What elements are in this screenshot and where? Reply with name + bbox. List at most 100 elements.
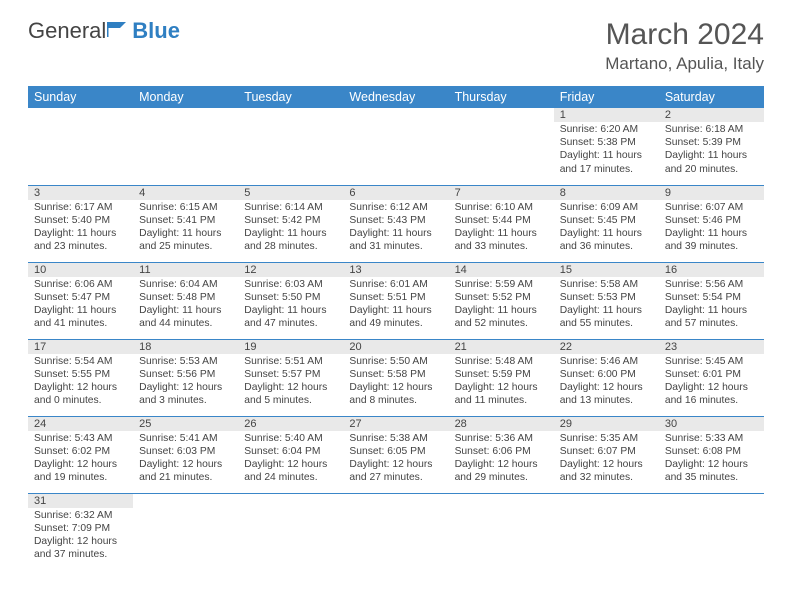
- day-detail-line: Sunset: 5:54 PM: [665, 291, 758, 304]
- calendar-day-cell: 27Sunrise: 5:38 AMSunset: 6:05 PMDayligh…: [343, 416, 448, 493]
- day-detail-line: and 57 minutes.: [665, 317, 758, 330]
- day-number: 30: [659, 417, 764, 431]
- day-detail-line: Daylight: 12 hours: [34, 381, 127, 394]
- calendar-day-cell: 29Sunrise: 5:35 AMSunset: 6:07 PMDayligh…: [554, 416, 659, 493]
- day-details: Sunrise: 6:20 AMSunset: 5:38 PMDaylight:…: [554, 122, 659, 178]
- day-number: 26: [238, 417, 343, 431]
- day-details: Sunrise: 5:53 AMSunset: 5:56 PMDaylight:…: [133, 354, 238, 410]
- day-detail-line: Sunset: 5:43 PM: [349, 214, 442, 227]
- day-detail-line: Daylight: 11 hours: [665, 149, 758, 162]
- calendar-day-cell: 30Sunrise: 5:33 AMSunset: 6:08 PMDayligh…: [659, 416, 764, 493]
- calendar-day-cell: 10Sunrise: 6:06 AMSunset: 5:47 PMDayligh…: [28, 262, 133, 339]
- day-detail-line: Sunrise: 6:03 AM: [244, 278, 337, 291]
- day-detail-line: Sunrise: 6:15 AM: [139, 201, 232, 214]
- calendar-day-cell: 8Sunrise: 6:09 AMSunset: 5:45 PMDaylight…: [554, 185, 659, 262]
- day-details: Sunrise: 5:35 AMSunset: 6:07 PMDaylight:…: [554, 431, 659, 487]
- day-number: 20: [343, 340, 448, 354]
- calendar-day-cell: [343, 493, 448, 570]
- day-detail-line: Sunset: 6:05 PM: [349, 445, 442, 458]
- day-details: Sunrise: 6:17 AMSunset: 5:40 PMDaylight:…: [28, 200, 133, 256]
- day-number: 3: [28, 186, 133, 200]
- calendar-week-row: 1Sunrise: 6:20 AMSunset: 5:38 PMDaylight…: [28, 108, 764, 185]
- day-detail-line: Sunrise: 5:35 AM: [560, 432, 653, 445]
- day-details: Sunrise: 6:07 AMSunset: 5:46 PMDaylight:…: [659, 200, 764, 256]
- day-detail-line: Daylight: 11 hours: [560, 149, 653, 162]
- day-detail-line: Sunset: 5:44 PM: [455, 214, 548, 227]
- day-number: 31: [28, 494, 133, 508]
- day-number: 1: [554, 108, 659, 122]
- calendar-day-cell: 7Sunrise: 6:10 AMSunset: 5:44 PMDaylight…: [449, 185, 554, 262]
- day-details: Sunrise: 5:33 AMSunset: 6:08 PMDaylight:…: [659, 431, 764, 487]
- calendar-day-cell: [343, 108, 448, 185]
- day-detail-line: Sunrise: 5:46 AM: [560, 355, 653, 368]
- day-detail-line: and 55 minutes.: [560, 317, 653, 330]
- day-detail-line: and 17 minutes.: [560, 163, 653, 176]
- day-detail-line: and 19 minutes.: [34, 471, 127, 484]
- day-number: 7: [449, 186, 554, 200]
- day-detail-line: Sunset: 5:41 PM: [139, 214, 232, 227]
- day-detail-line: Sunrise: 5:33 AM: [665, 432, 758, 445]
- day-detail-line: Sunrise: 5:38 AM: [349, 432, 442, 445]
- calendar-day-cell: 28Sunrise: 5:36 AMSunset: 6:06 PMDayligh…: [449, 416, 554, 493]
- day-detail-line: Daylight: 12 hours: [139, 458, 232, 471]
- day-details: Sunrise: 5:38 AMSunset: 6:05 PMDaylight:…: [343, 431, 448, 487]
- day-number: 21: [449, 340, 554, 354]
- day-details: Sunrise: 5:54 AMSunset: 5:55 PMDaylight:…: [28, 354, 133, 410]
- day-details: Sunrise: 6:18 AMSunset: 5:39 PMDaylight:…: [659, 122, 764, 178]
- day-detail-line: Daylight: 12 hours: [244, 381, 337, 394]
- day-detail-line: Daylight: 11 hours: [349, 227, 442, 240]
- day-detail-line: Daylight: 12 hours: [34, 535, 127, 548]
- calendar-day-cell: 31Sunrise: 6:32 AMSunset: 7:09 PMDayligh…: [28, 493, 133, 570]
- day-detail-line: Sunrise: 6:18 AM: [665, 123, 758, 136]
- calendar-day-cell: 11Sunrise: 6:04 AMSunset: 5:48 PMDayligh…: [133, 262, 238, 339]
- month-title: March 2024: [605, 18, 764, 52]
- weekday-header: Sunday: [28, 86, 133, 108]
- day-detail-line: and 11 minutes.: [455, 394, 548, 407]
- day-detail-line: and 8 minutes.: [349, 394, 442, 407]
- day-detail-line: Daylight: 11 hours: [349, 304, 442, 317]
- day-details: Sunrise: 6:04 AMSunset: 5:48 PMDaylight:…: [133, 277, 238, 333]
- day-detail-line: Sunset: 5:47 PM: [34, 291, 127, 304]
- day-detail-line: Sunrise: 5:54 AM: [34, 355, 127, 368]
- day-detail-line: and 49 minutes.: [349, 317, 442, 330]
- day-number: 19: [238, 340, 343, 354]
- calendar-day-cell: 12Sunrise: 6:03 AMSunset: 5:50 PMDayligh…: [238, 262, 343, 339]
- weekday-header: Friday: [554, 86, 659, 108]
- day-detail-line: Sunrise: 6:04 AM: [139, 278, 232, 291]
- calendar-day-cell: 19Sunrise: 5:51 AMSunset: 5:57 PMDayligh…: [238, 339, 343, 416]
- day-detail-line: and 44 minutes.: [139, 317, 232, 330]
- calendar-day-cell: 24Sunrise: 5:43 AMSunset: 6:02 PMDayligh…: [28, 416, 133, 493]
- day-detail-line: Sunset: 5:46 PM: [665, 214, 758, 227]
- day-detail-line: Sunset: 5:56 PM: [139, 368, 232, 381]
- day-detail-line: Sunrise: 6:17 AM: [34, 201, 127, 214]
- day-detail-line: Sunrise: 5:51 AM: [244, 355, 337, 368]
- day-detail-line: Sunrise: 5:48 AM: [455, 355, 548, 368]
- day-detail-line: Sunset: 5:50 PM: [244, 291, 337, 304]
- day-detail-line: Daylight: 12 hours: [34, 458, 127, 471]
- day-details: Sunrise: 5:36 AMSunset: 6:06 PMDaylight:…: [449, 431, 554, 487]
- calendar-week-row: 17Sunrise: 5:54 AMSunset: 5:55 PMDayligh…: [28, 339, 764, 416]
- day-details: Sunrise: 5:51 AMSunset: 5:57 PMDaylight:…: [238, 354, 343, 410]
- day-detail-line: and 36 minutes.: [560, 240, 653, 253]
- day-detail-line: Daylight: 12 hours: [244, 458, 337, 471]
- day-detail-line: Sunset: 6:04 PM: [244, 445, 337, 458]
- calendar-day-cell: 4Sunrise: 6:15 AMSunset: 5:41 PMDaylight…: [133, 185, 238, 262]
- header: General Blue March 2024 Martano, Apulia,…: [28, 18, 764, 74]
- day-detail-line: Daylight: 11 hours: [244, 227, 337, 240]
- calendar-day-cell: 20Sunrise: 5:50 AMSunset: 5:58 PMDayligh…: [343, 339, 448, 416]
- day-detail-line: and 52 minutes.: [455, 317, 548, 330]
- calendar-day-cell: [238, 108, 343, 185]
- day-detail-line: Sunrise: 6:10 AM: [455, 201, 548, 214]
- day-details: Sunrise: 6:32 AMSunset: 7:09 PMDaylight:…: [28, 508, 133, 564]
- day-number: 17: [28, 340, 133, 354]
- calendar-day-cell: 21Sunrise: 5:48 AMSunset: 5:59 PMDayligh…: [449, 339, 554, 416]
- day-detail-line: and 0 minutes.: [34, 394, 127, 407]
- day-detail-line: Sunrise: 6:12 AM: [349, 201, 442, 214]
- day-detail-line: Daylight: 12 hours: [349, 381, 442, 394]
- day-details: Sunrise: 6:09 AMSunset: 5:45 PMDaylight:…: [554, 200, 659, 256]
- calendar-day-cell: [133, 493, 238, 570]
- day-details: Sunrise: 5:43 AMSunset: 6:02 PMDaylight:…: [28, 431, 133, 487]
- calendar-day-cell: 25Sunrise: 5:41 AMSunset: 6:03 PMDayligh…: [133, 416, 238, 493]
- day-detail-line: and 23 minutes.: [34, 240, 127, 253]
- calendar-day-cell: 23Sunrise: 5:45 AMSunset: 6:01 PMDayligh…: [659, 339, 764, 416]
